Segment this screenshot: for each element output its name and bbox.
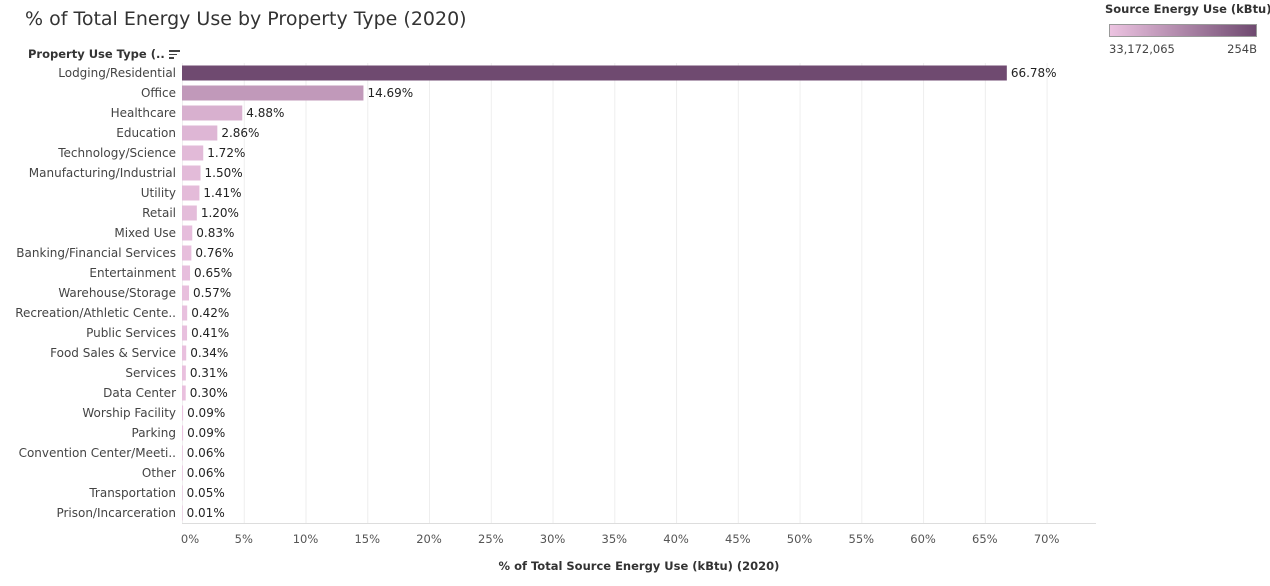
data-label: 1.41% xyxy=(203,186,241,200)
category-label: Entertainment xyxy=(89,266,176,280)
category-label: Convention Center/Meeti.. xyxy=(19,446,176,460)
data-label: 0.05% xyxy=(187,486,225,500)
bar[interactable] xyxy=(182,225,193,241)
x-tick-label: 0% xyxy=(181,532,199,546)
x-tick-label: 15% xyxy=(354,532,380,546)
bar[interactable] xyxy=(182,185,200,201)
bar[interactable] xyxy=(182,445,183,461)
data-label: 0.41% xyxy=(191,326,229,340)
bar[interactable] xyxy=(182,85,364,101)
bar[interactable] xyxy=(182,105,243,121)
data-label: 1.50% xyxy=(205,166,243,180)
bar[interactable] xyxy=(182,165,201,181)
row-field-label: Property Use Type (.. xyxy=(28,47,165,61)
category-label: Lodging/Residential xyxy=(58,66,176,80)
category-label: Prison/Incarceration xyxy=(56,506,176,520)
category-label: Manufacturing/Industrial xyxy=(29,166,176,180)
category-label: Parking xyxy=(132,426,177,440)
bar[interactable] xyxy=(182,145,204,161)
x-tick-label: 70% xyxy=(1034,532,1060,546)
x-tick-label: 50% xyxy=(787,532,813,546)
x-tick-label: 60% xyxy=(910,532,936,546)
category-label: Healthcare xyxy=(111,106,176,120)
data-label: 0.09% xyxy=(187,426,225,440)
bar[interactable] xyxy=(182,425,184,441)
category-label: Utility xyxy=(141,186,176,200)
bar[interactable] xyxy=(182,285,190,301)
category-label: Data Center xyxy=(103,386,176,400)
data-label: 0.83% xyxy=(196,226,234,240)
category-label: Recreation/Athletic Cente.. xyxy=(15,306,176,320)
data-label: 0.42% xyxy=(191,306,229,320)
bar[interactable] xyxy=(182,125,218,141)
bar[interactable] xyxy=(182,245,192,261)
category-label: Food Sales & Service xyxy=(50,346,176,360)
bar[interactable] xyxy=(182,345,187,361)
data-label: 66.78% xyxy=(1011,66,1057,80)
data-label: 0.31% xyxy=(190,366,228,380)
x-tick-label: 55% xyxy=(849,532,875,546)
data-label: 0.34% xyxy=(190,346,228,360)
legend-color-ramp xyxy=(1109,24,1257,37)
bar[interactable] xyxy=(182,305,188,321)
x-tick-label: 30% xyxy=(540,532,566,546)
category-label: Technology/Science xyxy=(57,146,176,160)
category-label: Transportation xyxy=(88,486,176,500)
bar[interactable] xyxy=(182,465,183,481)
category-label: Retail xyxy=(142,206,176,220)
bar[interactable] xyxy=(182,405,184,421)
data-label: 0.06% xyxy=(187,466,225,480)
data-label: 0.06% xyxy=(187,446,225,460)
bar[interactable] xyxy=(182,205,197,221)
data-label: 14.69% xyxy=(367,86,413,100)
bar[interactable] xyxy=(182,485,183,501)
bar[interactable] xyxy=(182,65,1007,81)
data-label: 0.65% xyxy=(194,266,232,280)
data-label: 0.01% xyxy=(187,506,225,520)
sort-descending-icon[interactable] xyxy=(168,49,180,59)
x-tick-label: 20% xyxy=(416,532,442,546)
x-tick-label: 35% xyxy=(602,532,628,546)
data-label: 1.72% xyxy=(207,146,245,160)
legend-min-label: 33,172,065 xyxy=(1109,42,1175,56)
data-label: 4.88% xyxy=(246,106,284,120)
bar[interactable] xyxy=(182,365,186,381)
data-label: 1.20% xyxy=(201,206,239,220)
row-field-header[interactable]: Property Use Type (.. xyxy=(28,47,180,61)
legend-max-label: 254B xyxy=(1227,42,1257,56)
x-tick-label: 5% xyxy=(235,532,253,546)
x-tick-label: 10% xyxy=(293,532,319,546)
x-tick-label: 25% xyxy=(478,532,504,546)
category-label: Office xyxy=(141,86,176,100)
x-axis-title: % of Total Source Energy Use (kBtu) (202… xyxy=(498,559,780,573)
color-legend[interactable]: Source Energy Use (kBtu) ... 33,172,065 … xyxy=(1100,0,1270,60)
category-label: Public Services xyxy=(86,326,176,340)
category-label: Warehouse/Storage xyxy=(58,286,176,300)
category-label: Education xyxy=(116,126,176,140)
data-label: 0.09% xyxy=(187,406,225,420)
x-tick-label: 40% xyxy=(663,532,689,546)
chart-title: % of Total Energy Use by Property Type (… xyxy=(25,8,467,30)
category-label: Worship Facility xyxy=(82,406,176,420)
data-label: 2.86% xyxy=(221,126,259,140)
category-label: Other xyxy=(142,466,176,480)
data-label: 0.30% xyxy=(190,386,228,400)
bar[interactable] xyxy=(182,505,183,521)
legend-title: Source Energy Use (kBtu) ... xyxy=(1105,2,1270,16)
bar[interactable] xyxy=(182,385,186,401)
bar[interactable] xyxy=(182,265,191,281)
category-label: Banking/Financial Services xyxy=(16,246,176,260)
bar[interactable] xyxy=(182,325,188,341)
data-label: 0.57% xyxy=(193,286,231,300)
category-label: Services xyxy=(125,366,176,380)
category-label: Mixed Use xyxy=(114,226,176,240)
data-label: 0.76% xyxy=(195,246,233,260)
x-tick-label: 65% xyxy=(972,532,998,546)
x-tick-label: 45% xyxy=(725,532,751,546)
